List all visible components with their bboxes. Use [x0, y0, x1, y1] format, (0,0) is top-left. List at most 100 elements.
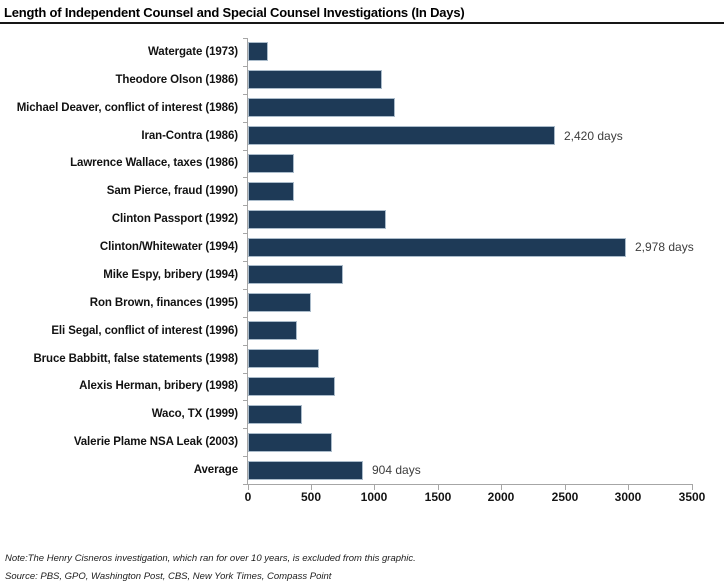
chart-row: Mike Espy, bribery (1994) [0, 261, 724, 289]
bar-track [248, 38, 724, 66]
category-label: Waco, TX (1999) [151, 408, 238, 421]
chart-row: Lawrence Wallace, taxes (1986) [0, 150, 724, 178]
bar-value-label: 2,420 days [564, 128, 623, 143]
bar [248, 70, 382, 90]
x-axis-tick [628, 485, 629, 490]
bar-value-label: 904 days [372, 463, 421, 478]
y-axis-tick [243, 428, 247, 429]
bar [248, 404, 302, 424]
y-axis-tick [243, 484, 247, 485]
y-axis-tick [243, 317, 247, 318]
bar [248, 293, 311, 313]
bar [248, 209, 386, 229]
category-label: Michael Deaver, conflict of interest (19… [16, 101, 238, 114]
title-underline [0, 22, 724, 24]
bar-track [248, 150, 724, 178]
chart-row: Bruce Babbitt, false statements (1998) [0, 345, 724, 373]
bar-track [248, 177, 724, 205]
chart-row: Clinton Passport (1992) [0, 205, 724, 233]
category-label: Lawrence Wallace, taxes (1986) [70, 157, 238, 170]
bar [248, 432, 332, 452]
x-tick-label: 2500 [551, 490, 579, 504]
y-axis-tick [243, 122, 247, 123]
x-tick-label: 0 [244, 490, 252, 504]
category-label: Clinton Passport (1992) [111, 213, 238, 226]
chart-row: Valerie Plame NSA Leak (2003) [0, 428, 724, 456]
x-tick-label: 500 [300, 490, 322, 504]
bar-track [248, 373, 724, 401]
chart-note: Note:The Henry Cisneros investigation, w… [5, 553, 416, 564]
category-label: Eli Segal, conflict of interest (1996) [51, 324, 238, 337]
bar [248, 460, 363, 480]
y-axis-tick [243, 66, 247, 67]
category-label: Sam Pierce, fraud (1990) [106, 185, 238, 198]
bar-track [248, 317, 724, 345]
chart-source: Source: PBS, GPO, Washington Post, CBS, … [5, 571, 332, 582]
chart-row: Average 904 days [0, 456, 724, 484]
bar-track [248, 345, 724, 373]
x-tick-label: 2000 [487, 490, 515, 504]
chart-row: Alexis Herman, bribery (1998) [0, 373, 724, 401]
category-label: Ron Brown, finances (1995) [89, 296, 238, 309]
y-axis-tick [243, 261, 247, 262]
chart-title: Length of Independent Counsel and Specia… [4, 5, 465, 20]
bar [248, 237, 626, 257]
chart-row: Theodore Olson (1986) [0, 66, 724, 94]
chart-row: Watergate (1973) [0, 38, 724, 66]
x-axis-tick [248, 485, 249, 490]
bar [248, 98, 395, 118]
chart-row: Sam Pierce, fraud (1990) [0, 177, 724, 205]
bar-track: 2,420 days [248, 122, 724, 150]
y-axis-tick [243, 373, 247, 374]
y-axis-tick [243, 177, 247, 178]
category-label: Theodore Olson (1986) [115, 73, 238, 86]
bar [248, 181, 294, 201]
bar [248, 321, 297, 341]
x-axis-tick [501, 485, 502, 490]
bar-track [248, 261, 724, 289]
chart-row: Michael Deaver, conflict of interest (19… [0, 94, 724, 122]
category-label: Average [193, 464, 238, 477]
category-label: Iran-Contra (1986) [141, 129, 238, 142]
x-axis-tick [565, 485, 566, 490]
x-axis-tick [311, 485, 312, 490]
bar [248, 265, 343, 285]
category-label: Bruce Babbitt, false statements (1998) [33, 352, 238, 365]
y-axis-tick [243, 233, 247, 234]
y-axis-line [247, 38, 248, 485]
bar-track: 2,978 days [248, 233, 724, 261]
bar-track [248, 94, 724, 122]
bar-track [248, 400, 724, 428]
y-axis-tick [243, 456, 247, 457]
x-axis-tick [692, 485, 693, 490]
y-axis-tick [243, 150, 247, 151]
chart-row: Iran-Contra (1986) 2,420 days [0, 122, 724, 150]
x-tick-label: 1500 [424, 490, 452, 504]
x-tick-label: 1000 [360, 490, 388, 504]
category-label: Alexis Herman, bribery (1998) [79, 380, 238, 393]
category-label: Clinton/Whitewater (1994) [99, 241, 238, 254]
category-label: Watergate (1973) [147, 45, 238, 58]
bar [248, 349, 319, 369]
category-label: Valerie Plame NSA Leak (2003) [73, 436, 238, 449]
x-tick-label: 3500 [678, 490, 706, 504]
y-axis-tick [243, 400, 247, 401]
y-axis-tick [243, 205, 247, 206]
x-axis-line [247, 484, 693, 485]
bar [248, 153, 294, 173]
chart-row: Ron Brown, finances (1995) [0, 289, 724, 317]
category-label: Mike Espy, bribery (1994) [103, 268, 238, 281]
bar [248, 42, 268, 62]
bar [248, 126, 555, 146]
y-axis-tick [243, 345, 247, 346]
y-axis-tick [243, 94, 247, 95]
bar-value-label: 2,978 days [635, 240, 694, 255]
bar-track [248, 66, 724, 94]
bar-track: 904 days [248, 456, 724, 484]
bar [248, 376, 335, 396]
x-axis-tick [374, 485, 375, 490]
chart-row: Eli Segal, conflict of interest (1996) [0, 317, 724, 345]
y-axis-tick [243, 289, 247, 290]
x-axis-tick [438, 485, 439, 490]
